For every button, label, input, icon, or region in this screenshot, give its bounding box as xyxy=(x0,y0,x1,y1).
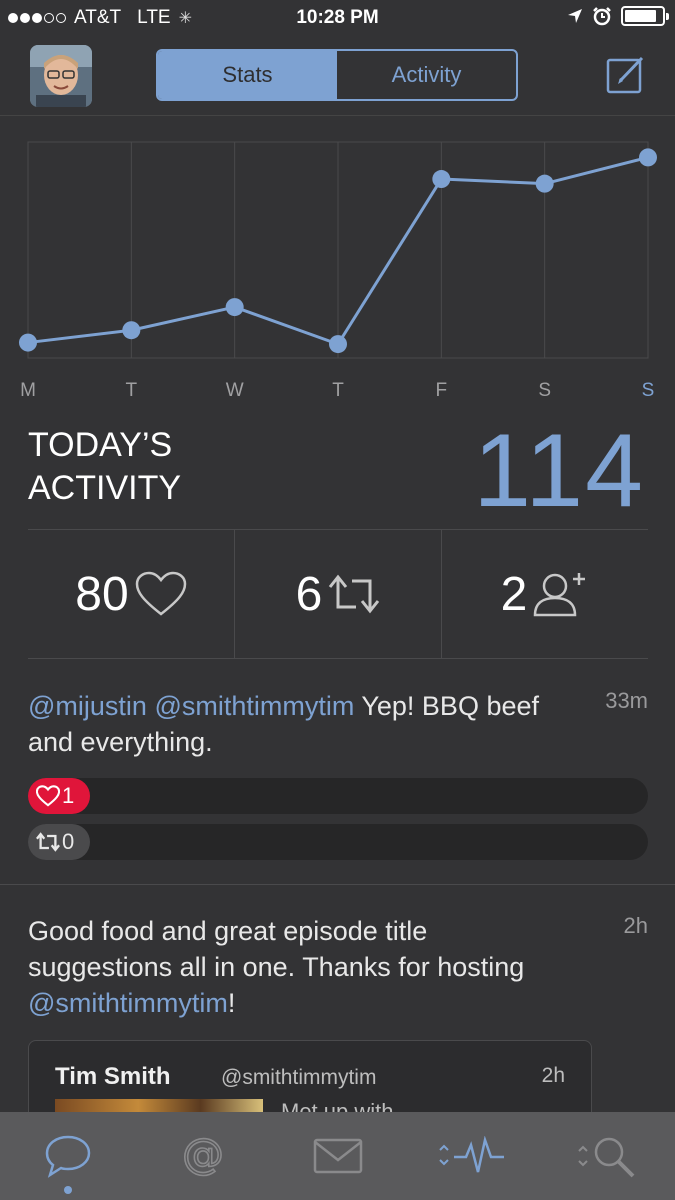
tweet-body: Yep! BBQ beef and everything. xyxy=(28,691,539,757)
battery-icon xyxy=(621,6,669,26)
retweets-stat[interactable]: 6 xyxy=(234,530,441,658)
tab-bar: @ xyxy=(0,1112,675,1200)
todays-activity-label: TODAY’S ACTIVITY xyxy=(28,424,181,510)
mention-link[interactable]: @smithtimmytim xyxy=(28,988,228,1018)
chart-x-tick-label: T xyxy=(126,380,138,401)
network-label: LTE xyxy=(137,7,171,28)
tweet-time: 2h xyxy=(623,913,648,938)
chart-point xyxy=(329,335,347,354)
quoted-tweet-handle: @smithtimmytim xyxy=(221,1066,377,1089)
tab-messages[interactable] xyxy=(270,1112,405,1200)
chart-point xyxy=(122,321,141,340)
heart-icon xyxy=(36,785,60,807)
retweet-icon xyxy=(329,574,380,614)
followers-stat[interactable]: 2 xyxy=(441,530,648,658)
todays-activity-line2: ACTIVITY xyxy=(28,469,182,507)
tab-timeline[interactable] xyxy=(0,1112,135,1200)
search-icon xyxy=(577,1137,634,1178)
activity-tweet[interactable]: Good food and great episode title sugges… xyxy=(28,913,648,1021)
active-tab-indicator xyxy=(63,1186,72,1194)
chart-x-tick-label: F xyxy=(436,380,448,401)
nav-bar: Stats Activity xyxy=(0,38,675,116)
mention-link[interactable]: @mijustin xyxy=(28,691,147,721)
compose-icon[interactable] xyxy=(606,54,646,94)
retweets-bar: 0 xyxy=(28,824,648,860)
tab-activity-stats[interactable] xyxy=(405,1112,540,1200)
alarm-clock-icon xyxy=(593,7,611,26)
activity-spinner-icon: ✳ xyxy=(178,10,192,27)
tab-search[interactable] xyxy=(540,1112,675,1200)
tab-activity[interactable]: Activity xyxy=(391,62,462,87)
chart-point xyxy=(19,333,37,352)
likes-stat[interactable]: 80 xyxy=(28,530,234,658)
divider xyxy=(0,884,675,885)
signal-strength-icon xyxy=(8,13,66,23)
user-avatar[interactable] xyxy=(30,45,92,107)
quoted-tweet-author-name: Tim Smith xyxy=(55,1063,171,1090)
retweets-bar-count: 0 xyxy=(62,829,75,854)
status-right xyxy=(567,6,669,26)
likes-bar-fill: 1 xyxy=(28,778,90,814)
tweet-body-end: ! xyxy=(227,988,236,1018)
retweets-count: 6 xyxy=(295,567,323,621)
chart-x-tick-label: S xyxy=(642,380,655,401)
messages-icon xyxy=(313,1138,362,1174)
carrier-label: AT&T xyxy=(74,7,122,28)
activity-icon xyxy=(438,1136,504,1173)
likes-bar-count: 1 xyxy=(62,783,75,808)
tweet-body: Good food and great episode title sugges… xyxy=(28,916,525,982)
retweet-icon xyxy=(36,832,60,852)
chart-point xyxy=(225,298,244,317)
todays-activity-line1: TODAY’S xyxy=(28,426,173,464)
stats-row: 80 6 2 xyxy=(28,529,648,659)
tab-mentions[interactable]: @ xyxy=(135,1112,270,1200)
activity-tweet[interactable]: @mijustin @smithtimmytim Yep! BBQ beef a… xyxy=(28,688,648,860)
status-time: 10:28 PM xyxy=(296,7,379,28)
tweet-text: Good food and great episode title sugges… xyxy=(28,913,578,1021)
tweet-time: 33m xyxy=(605,688,648,713)
avatar-image xyxy=(30,45,92,107)
location-arrow-icon xyxy=(568,9,582,23)
svg-text:@: @ xyxy=(182,1134,224,1178)
heart-icon xyxy=(135,571,186,616)
chart-x-tick-label: W xyxy=(226,380,244,401)
likes-bar: 1 xyxy=(28,778,648,814)
followers-count: 2 xyxy=(500,567,528,621)
add-follower-icon xyxy=(534,573,586,617)
todays-activity-count: 114 xyxy=(473,413,645,529)
retweets-bar-fill: 0 xyxy=(28,824,90,860)
chart-x-tick-label: T xyxy=(332,380,344,401)
timeline-icon xyxy=(45,1135,90,1178)
battery-fill xyxy=(625,10,656,22)
chart-x-tick-label: M xyxy=(20,380,36,401)
chart-point xyxy=(639,148,657,167)
quoted-tweet-time: 2h xyxy=(541,1064,565,1087)
tab-stats[interactable]: Stats xyxy=(158,51,337,99)
mentions-icon: @ xyxy=(181,1134,225,1178)
chart-x-tick-label: S xyxy=(538,380,551,401)
mention-link[interactable]: @smithtimmytim xyxy=(154,691,355,721)
chart-point xyxy=(432,170,451,189)
status-bar: AT&T LTE ✳ 10:28 PM xyxy=(0,0,675,38)
likes-count: 80 xyxy=(75,567,129,621)
chart-point xyxy=(535,174,554,193)
status-left: AT&T LTE ✳ xyxy=(8,7,192,29)
stats-activity-segmented-control: Stats Activity xyxy=(156,49,518,101)
tweet-text: @mijustin @smithtimmytim Yep! BBQ beef a… xyxy=(28,688,578,760)
